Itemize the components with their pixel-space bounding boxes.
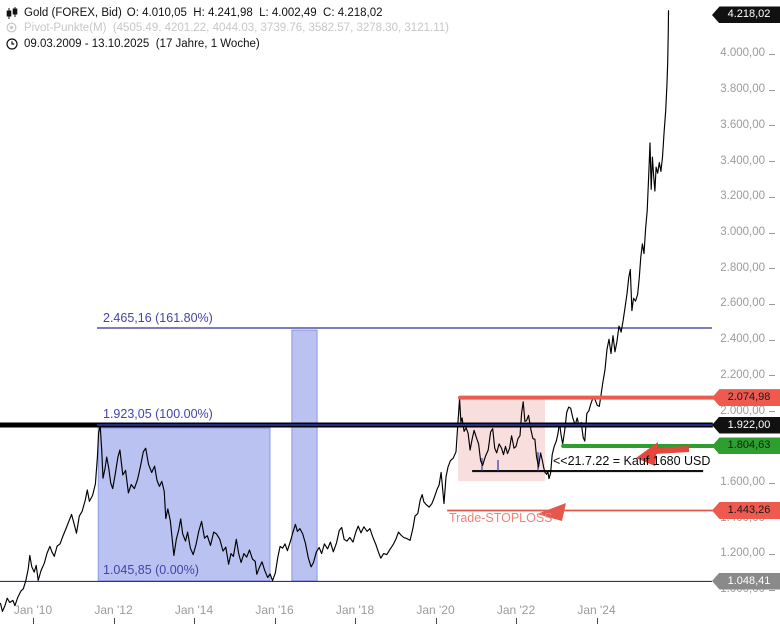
price-badge[interactable]: 1.804,63	[712, 437, 780, 455]
y-tick-mark	[769, 53, 775, 55]
y-tick-label: 3.200,00	[720, 190, 765, 203]
fib-label-161[interactable]: 2.465,16 (161.80%)	[103, 311, 213, 325]
x-tick-label: Jan '18	[335, 603, 375, 617]
x-tick-label: Jan '12	[94, 603, 133, 617]
y-tick-label: 3.600,00	[720, 118, 765, 131]
consolidation-region[interactable]	[458, 396, 545, 482]
indicator-label: Pivot-Punkte(M) (4505.49, 4201.22, 4044.…	[24, 22, 449, 34]
y-tick-label: 3.400,00	[720, 154, 765, 167]
instrument-header: Gold (FOREX, Bid) O: 4.010,05 H: 4.241,9…	[6, 7, 383, 19]
price-badge[interactable]: 4.218,02	[712, 6, 780, 24]
y-tick-label: 4.000,00	[720, 47, 765, 60]
price-badge[interactable]: 1.443,26	[712, 501, 780, 519]
y-tick-mark	[769, 411, 775, 413]
x-tick-label: Jan '14	[174, 603, 214, 617]
price-badge[interactable]: 1.922,00	[712, 416, 780, 434]
indicator-row[interactable]: Pivot-Punkte(M) (4505.49, 4201.22, 4044.…	[6, 22, 449, 34]
y-tick-mark	[769, 232, 775, 234]
y-tick-label: 2.400,00	[720, 333, 765, 346]
rebound-region[interactable]	[291, 329, 318, 582]
ohlc-values: O: 4.010,05 H: 4.241,98 L: 4.002,49 C: 4…	[126, 7, 383, 19]
x-tick-mark	[194, 618, 195, 624]
y-tick-mark	[769, 589, 775, 591]
y-tick-mark	[769, 268, 775, 270]
y-tick-mark	[769, 339, 775, 341]
date-range-text: 09.03.2009 - 13.10.2025 (17 Jahre, 1 Woc…	[24, 38, 260, 50]
x-tick-mark	[596, 618, 598, 624]
y-tick-mark	[769, 196, 775, 198]
x-tick-mark	[355, 618, 356, 624]
buy-arrow-shaft	[654, 446, 690, 454]
x-tick-label: Jan '24	[577, 603, 616, 617]
y-tick-label: 3.000,00	[720, 226, 765, 238]
y-tick-mark	[769, 375, 775, 377]
x-tick-mark	[435, 618, 437, 624]
x-tick-label: Jan '10	[13, 603, 53, 617]
x-tick-mark	[113, 618, 115, 624]
x-tick-label: Jan '22	[496, 603, 536, 617]
y-tick-mark	[769, 161, 775, 163]
y-tick-mark	[769, 303, 775, 305]
y-tick-label: 1.600,00	[720, 476, 765, 488]
fib-label-0[interactable]: 1.045,85 (0.00%)	[103, 563, 199, 577]
buy-arrow-icon	[636, 442, 658, 466]
y-tick-label: 2.600,00	[720, 297, 765, 310]
x-tick-mark	[33, 618, 34, 624]
y-tick-label: 2.200,00	[720, 368, 765, 381]
y-tick-label: 1.200,00	[720, 547, 765, 560]
price-series	[0, 10, 670, 612]
y-tick-label: 2.800,00	[720, 261, 765, 274]
price-badge[interactable]: 2.074,98	[712, 389, 780, 407]
x-tick-label: Jan '16	[255, 603, 294, 617]
y-tick-label: 2.000,00	[720, 404, 765, 417]
y-tick-mark	[769, 482, 775, 484]
fib-label-100[interactable]: 1.923,05 (100.00%)	[103, 407, 213, 421]
y-tick-label: 3.800,00	[720, 83, 765, 96]
y-tick-mark	[769, 125, 775, 127]
stoploss-arrow-icon	[537, 503, 566, 521]
bear-market-region[interactable]	[97, 427, 271, 582]
instrument-title: Gold (FOREX, Bid)	[24, 7, 122, 19]
stoploss-annotation-text[interactable]: Trade-STOPLOSS	[449, 511, 553, 525]
x-tick-mark	[516, 618, 517, 624]
x-tick-mark	[274, 618, 276, 624]
x-tick-label: Jan '20	[416, 603, 455, 617]
y-tick-mark	[769, 89, 775, 91]
date-range-row: 09.03.2009 - 13.10.2025 (17 Jahre, 1 Woc…	[6, 38, 260, 50]
y-tick-mark	[769, 553, 775, 555]
buy-annotation-text[interactable]: <<21.7.22 = Kauf 1680 USD	[553, 454, 711, 468]
price-badge[interactable]: 1.048,41	[712, 572, 780, 590]
